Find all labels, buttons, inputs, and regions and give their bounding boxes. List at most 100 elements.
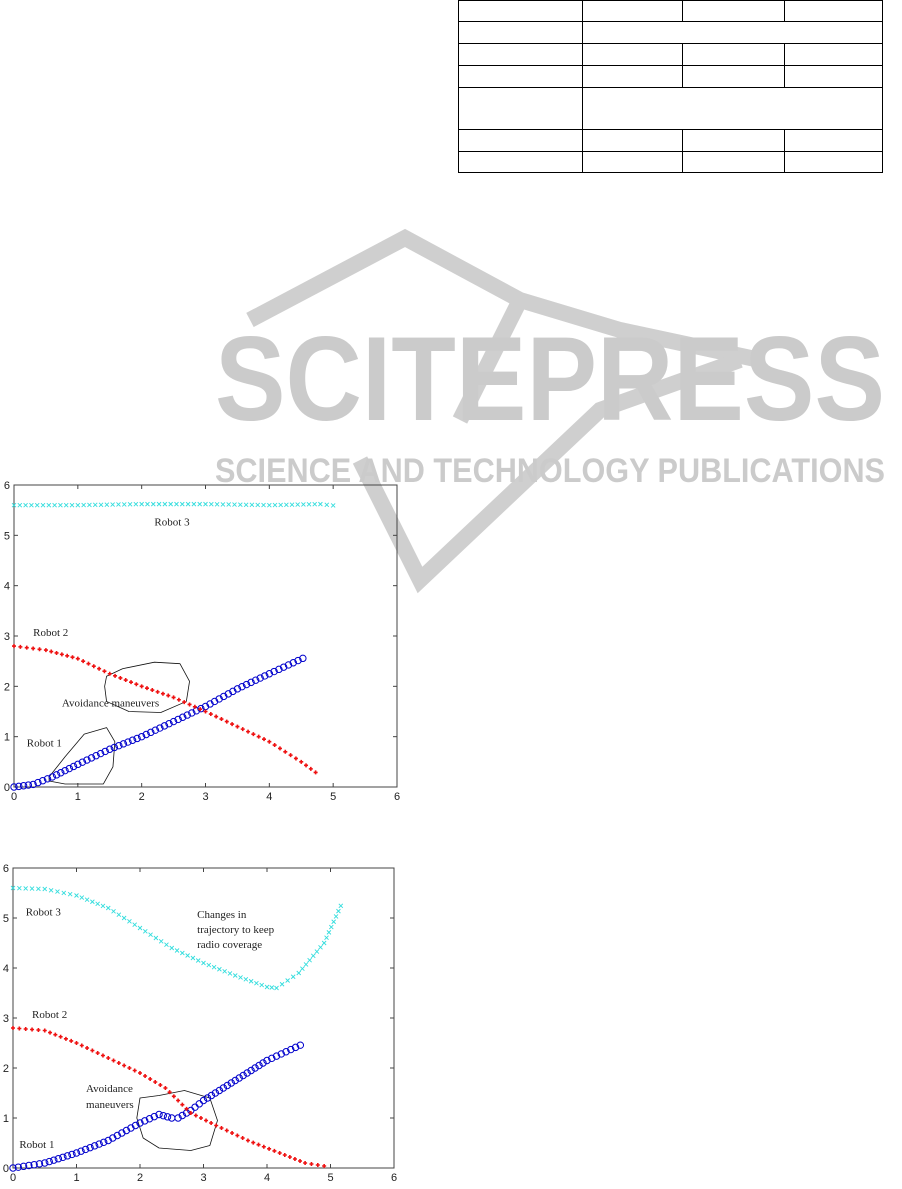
data-point [235,1133,240,1138]
data-point [256,674,264,682]
table-cell [458,21,583,44]
data-point [201,960,206,966]
data-point [113,673,118,678]
data-point [74,760,82,769]
data-point [107,671,112,676]
data-point [254,980,259,986]
data-point [116,1061,121,1065]
annotation-label: trajectory to keep [197,924,274,936]
data-point [133,734,141,743]
watermark-tagline: SCIENCE AND TECHNOLOGY PUBLICATIONS [215,452,885,490]
data-point [86,1143,94,1152]
data-point [321,940,327,946]
data-point [290,974,296,980]
data-point [90,1142,99,1150]
data-point [288,753,293,758]
data-point [318,501,323,507]
data-point [222,969,227,974]
data-point [167,1090,172,1095]
data-point [137,925,143,931]
data-point [160,691,165,696]
data-point [9,1164,17,1172]
data-point [300,966,305,972]
data-point [214,714,219,719]
data-point [208,501,214,507]
y-tick-label: 5 [3,913,9,925]
data-point [243,502,249,508]
x-tick-label: 2 [137,1172,143,1184]
table-cell [458,43,583,66]
data-point [211,1089,220,1097]
data-point [227,971,233,976]
data-point [299,654,307,663]
data-point [197,704,205,713]
table-cell [682,129,785,152]
data-point [224,1128,229,1133]
table-row [458,65,883,88]
data-point [256,1142,261,1147]
data-point [247,678,255,687]
data-point [314,949,320,954]
annotation-label: Robot 3 [26,907,62,919]
data-point [141,1117,149,1125]
data-point [87,502,92,508]
data-point [92,502,98,508]
data-point [19,1162,28,1171]
data-point [249,502,255,508]
data-point [185,501,191,507]
data-point [182,700,187,705]
data-point [158,1083,163,1087]
data-point [58,502,63,508]
data-point [289,659,297,667]
data-point [312,501,318,507]
data-point [261,1144,266,1149]
data-point [58,1034,63,1039]
data-point [54,650,59,655]
data-point [81,502,86,508]
table-cell [682,65,785,88]
table-cell [682,151,785,173]
data-point [84,897,90,902]
data-point [270,667,278,676]
data-point [52,502,57,508]
data-point [220,502,226,507]
data-point [11,1026,15,1030]
data-point [148,1077,153,1081]
y-tick-label: 6 [3,863,9,875]
data-point [284,661,293,669]
data-point [224,719,229,724]
data-point [304,763,309,768]
data-point [100,1138,108,1146]
data-point [165,720,173,728]
data-point [303,962,309,967]
data-point [230,722,235,727]
data-point [204,1118,209,1123]
data-point [214,501,220,507]
data-point [106,1056,111,1060]
data-point [310,953,316,959]
data-point [61,890,67,896]
annotation-outline [48,727,116,785]
data-point [46,502,52,508]
data-point [296,970,302,976]
data-point [110,502,115,507]
data-point [180,1102,185,1107]
table-cell [582,0,683,22]
y-tick-label: 0 [4,782,10,794]
data-point [198,1116,203,1120]
data-point [87,754,96,762]
data-point [207,1091,216,1100]
data-point [61,766,69,775]
watermark-brand: SCITEPRESS [215,312,885,446]
data-point [90,1048,95,1053]
data-point [211,964,217,970]
table-cell [582,87,883,130]
data-point [102,669,107,674]
y-tick-label: 4 [4,581,10,593]
data-point [30,1027,35,1032]
data-point [127,1066,132,1070]
data-point [299,759,304,764]
data-point [294,656,302,665]
data-point [127,501,133,507]
